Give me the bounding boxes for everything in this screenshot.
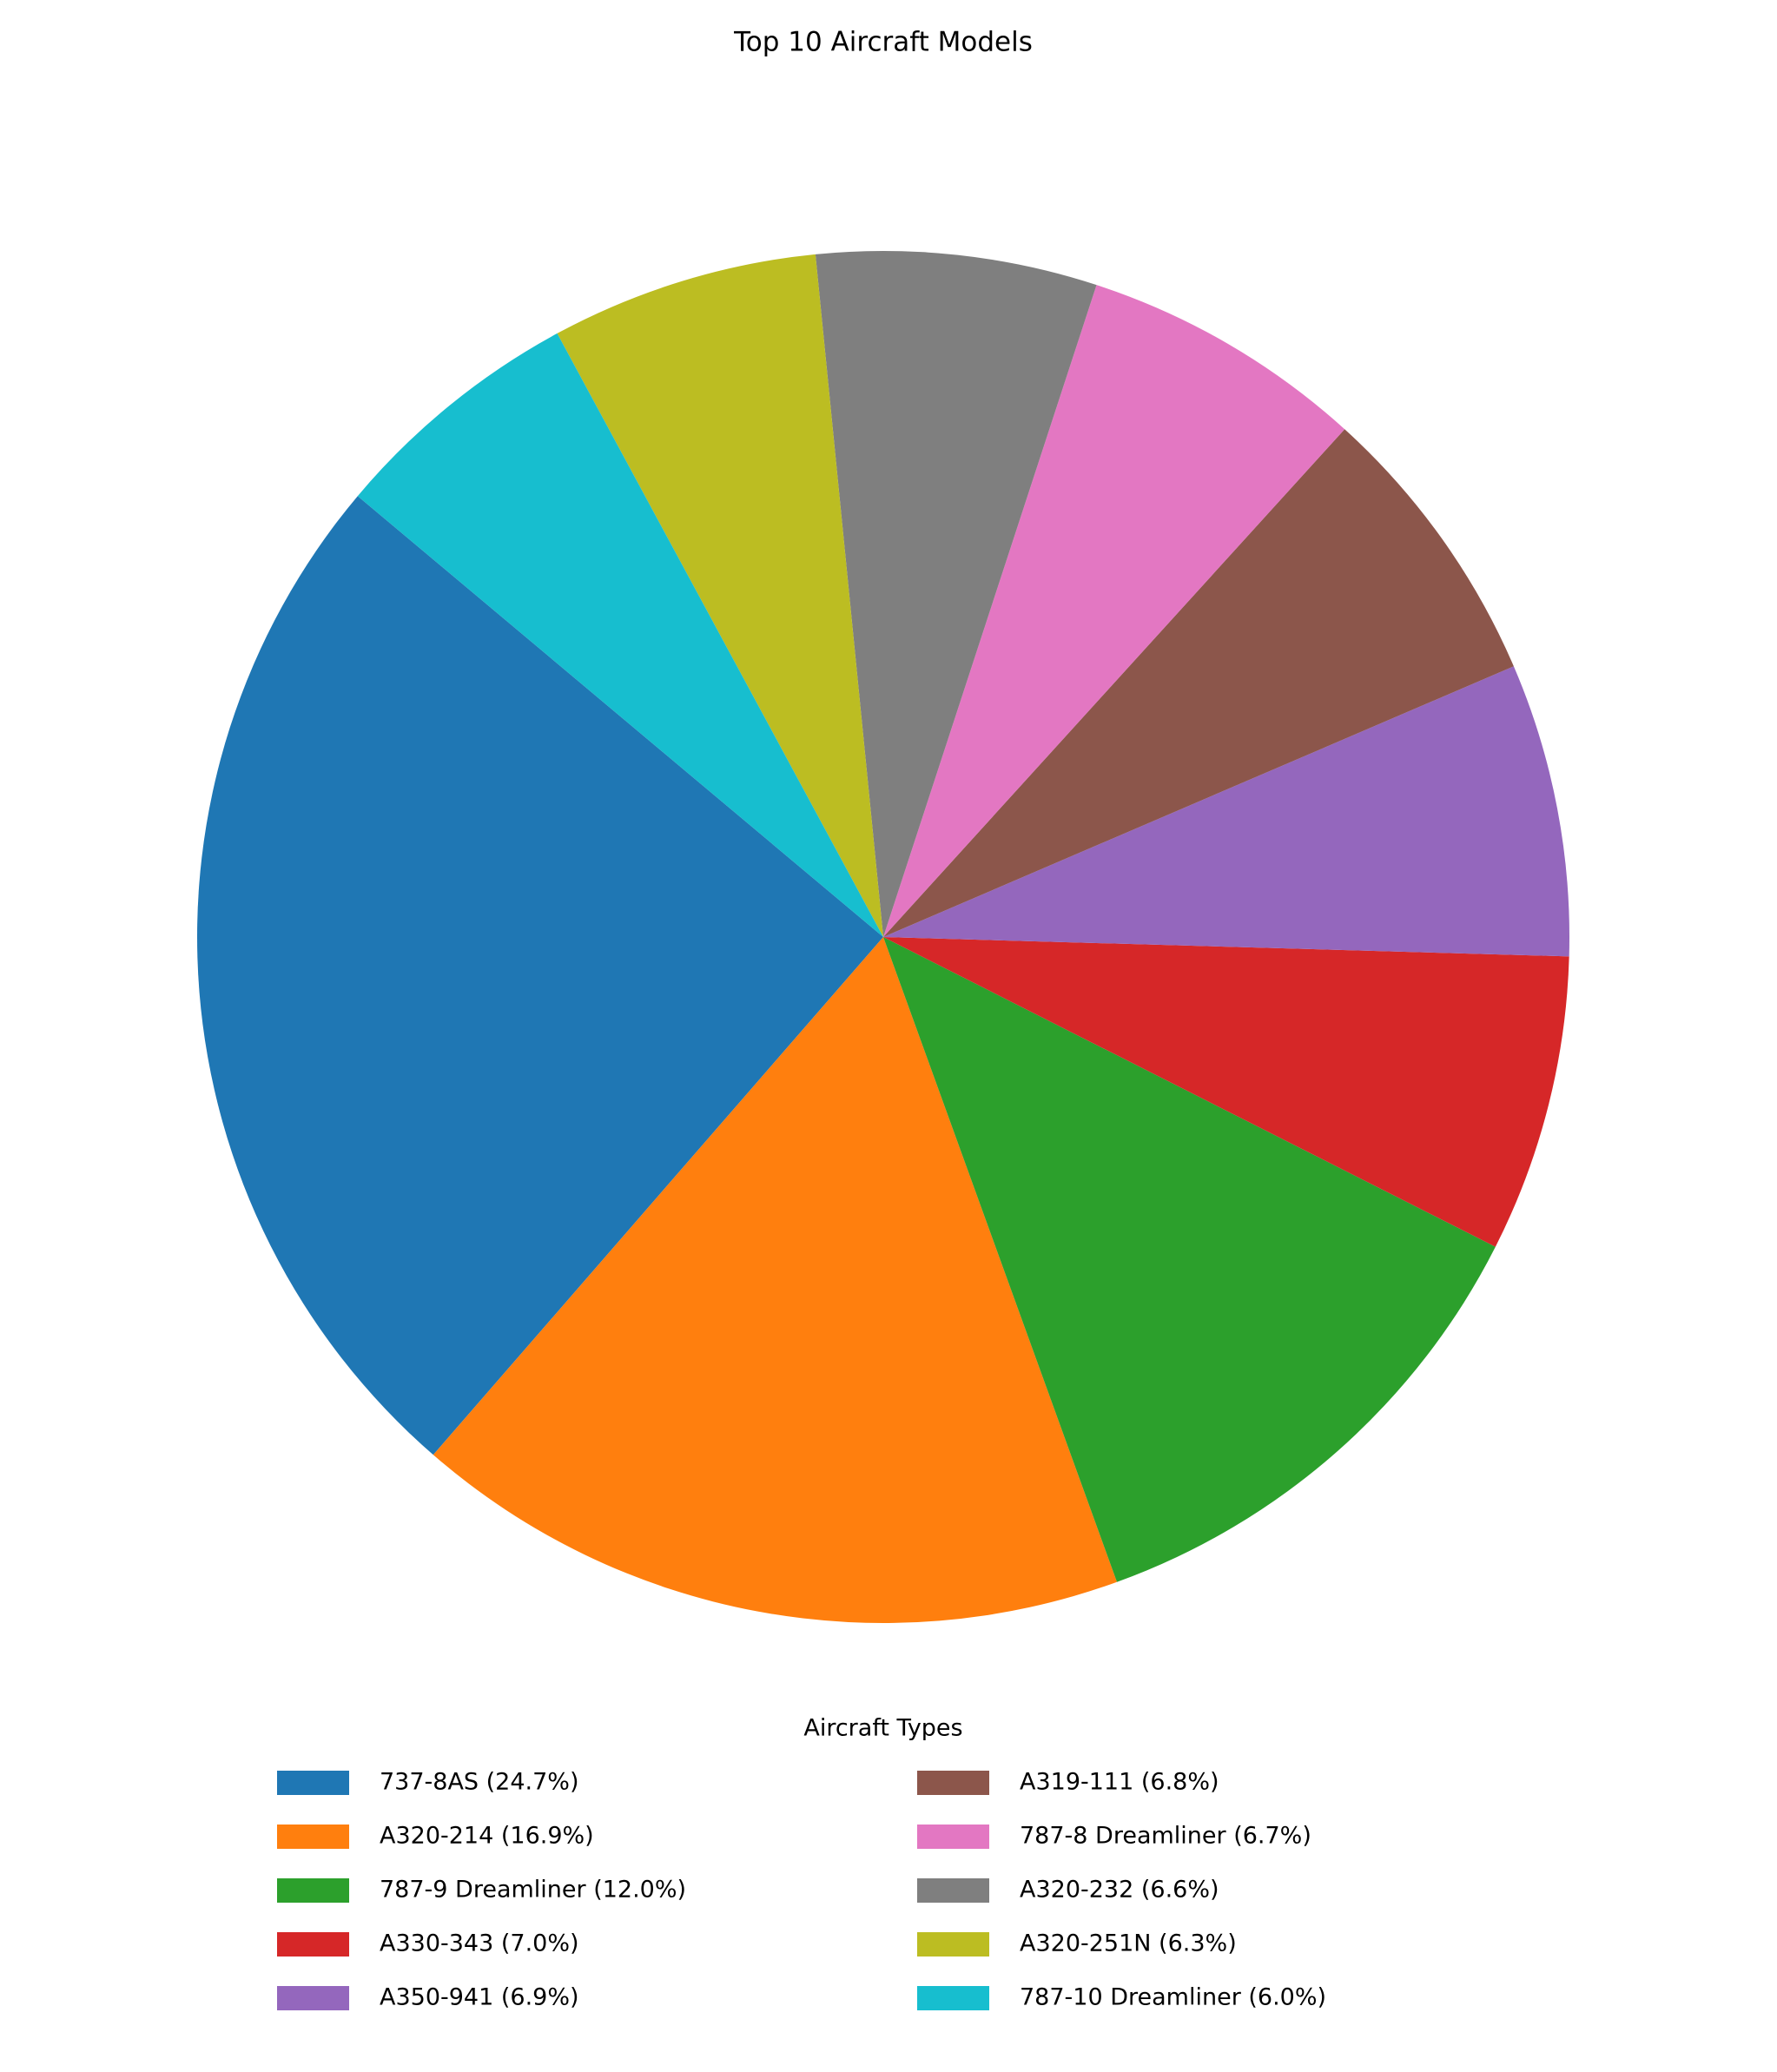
legend-label: A319-111 (6.8%) [1020,1769,1219,1796]
legend-label: A320-251N (6.3%) [1020,1930,1237,1957]
pie-slice [883,666,1569,957]
pie-slice [197,496,883,1455]
legend-swatch [277,1932,349,1957]
chart-title: Top 10 Aircraft Models [733,27,1033,58]
legend-label: A320-232 (6.6%) [1020,1877,1219,1904]
legend-swatch [277,1771,349,1795]
pie-slice [883,429,1514,938]
legend-swatch [917,1932,989,1957]
pie-slice [883,937,1569,1247]
legend-label: 737-8AS (24.7%) [380,1769,579,1796]
legend-label: A320-214 (16.9%) [380,1823,594,1850]
legend-swatch [917,1825,989,1849]
legend-swatch [277,1825,349,1849]
legend-label: 787-10 Dreamliner (6.0%) [1020,1984,1326,2011]
pie-slice [557,254,883,937]
legend-swatch [277,1878,349,1903]
pie-slice [883,285,1345,937]
legend-swatch [917,1771,989,1795]
legend-label: A350-941 (6.9%) [380,1984,579,2011]
pie-slice [433,937,1118,1623]
legend-title: Aircraft Types [803,1715,962,1742]
pie-slice [357,333,883,937]
legend-label: 787-9 Dreamliner (12.0%) [380,1877,686,1904]
pie-slice [815,251,1097,937]
legend-label: 787-8 Dreamliner (6.7%) [1020,1823,1311,1850]
legend-label: A330-343 (7.0%) [380,1930,579,1957]
legend-swatch [917,1986,989,2010]
pie-slice [883,937,1496,1582]
legend-swatch [917,1878,989,1903]
legend-swatch [277,1986,349,2010]
